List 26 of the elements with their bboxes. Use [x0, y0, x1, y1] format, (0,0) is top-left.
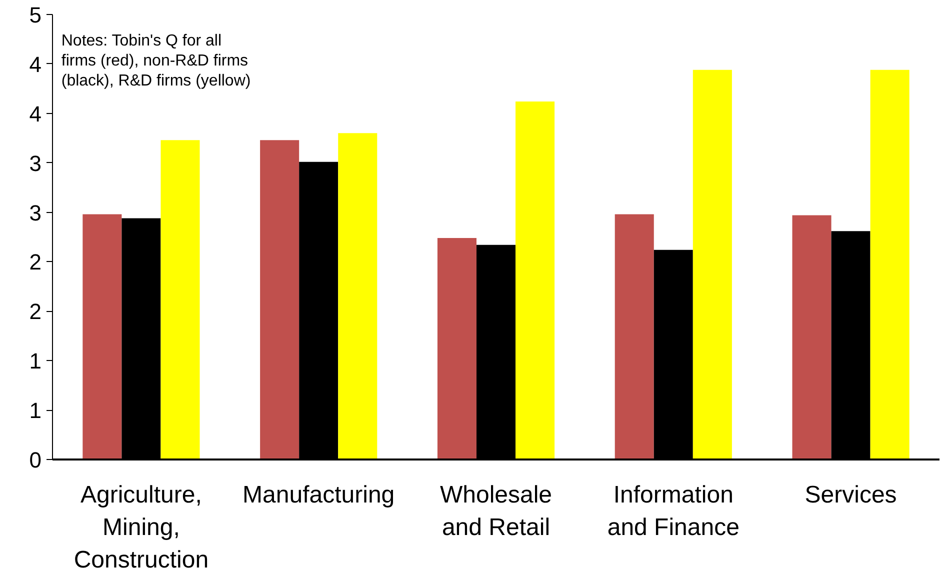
annotation: Notes: Tobin's Q for all firms (red), non-R&D firms (black), R&D firms (yellow)	[61, 32, 251, 90]
x-tick-label: Wholesale and Retail	[440, 482, 552, 541]
y-tick-label: 2	[29, 250, 42, 275]
bar	[82, 214, 122, 460]
x-tick-label: Manufacturing	[242, 482, 395, 508]
bar	[160, 140, 200, 460]
y-tick-label: 5	[29, 2, 42, 28]
bar	[437, 238, 476, 460]
x-tick-label: Information and Finance	[607, 482, 740, 541]
y-tick-label: 0	[29, 448, 42, 472]
y-tick-label: 1	[29, 398, 42, 424]
x-tick-label: Services	[804, 482, 897, 508]
y-tick-label: 4	[29, 101, 42, 126]
y-tick-label: 4	[29, 52, 42, 77]
y-tick-label: 2	[29, 299, 42, 324]
y-tick-label: 3	[29, 200, 42, 226]
bar	[870, 70, 910, 460]
bar	[614, 214, 654, 460]
bar	[692, 70, 732, 460]
bar	[792, 215, 832, 460]
y-tick-label: 3	[29, 150, 42, 176]
x-tick-label: Agriculture, Mining, Construction	[74, 482, 209, 574]
bar	[338, 133, 378, 460]
bar	[260, 140, 300, 460]
y-tick-label: 1	[29, 348, 42, 374]
bar	[516, 102, 555, 460]
